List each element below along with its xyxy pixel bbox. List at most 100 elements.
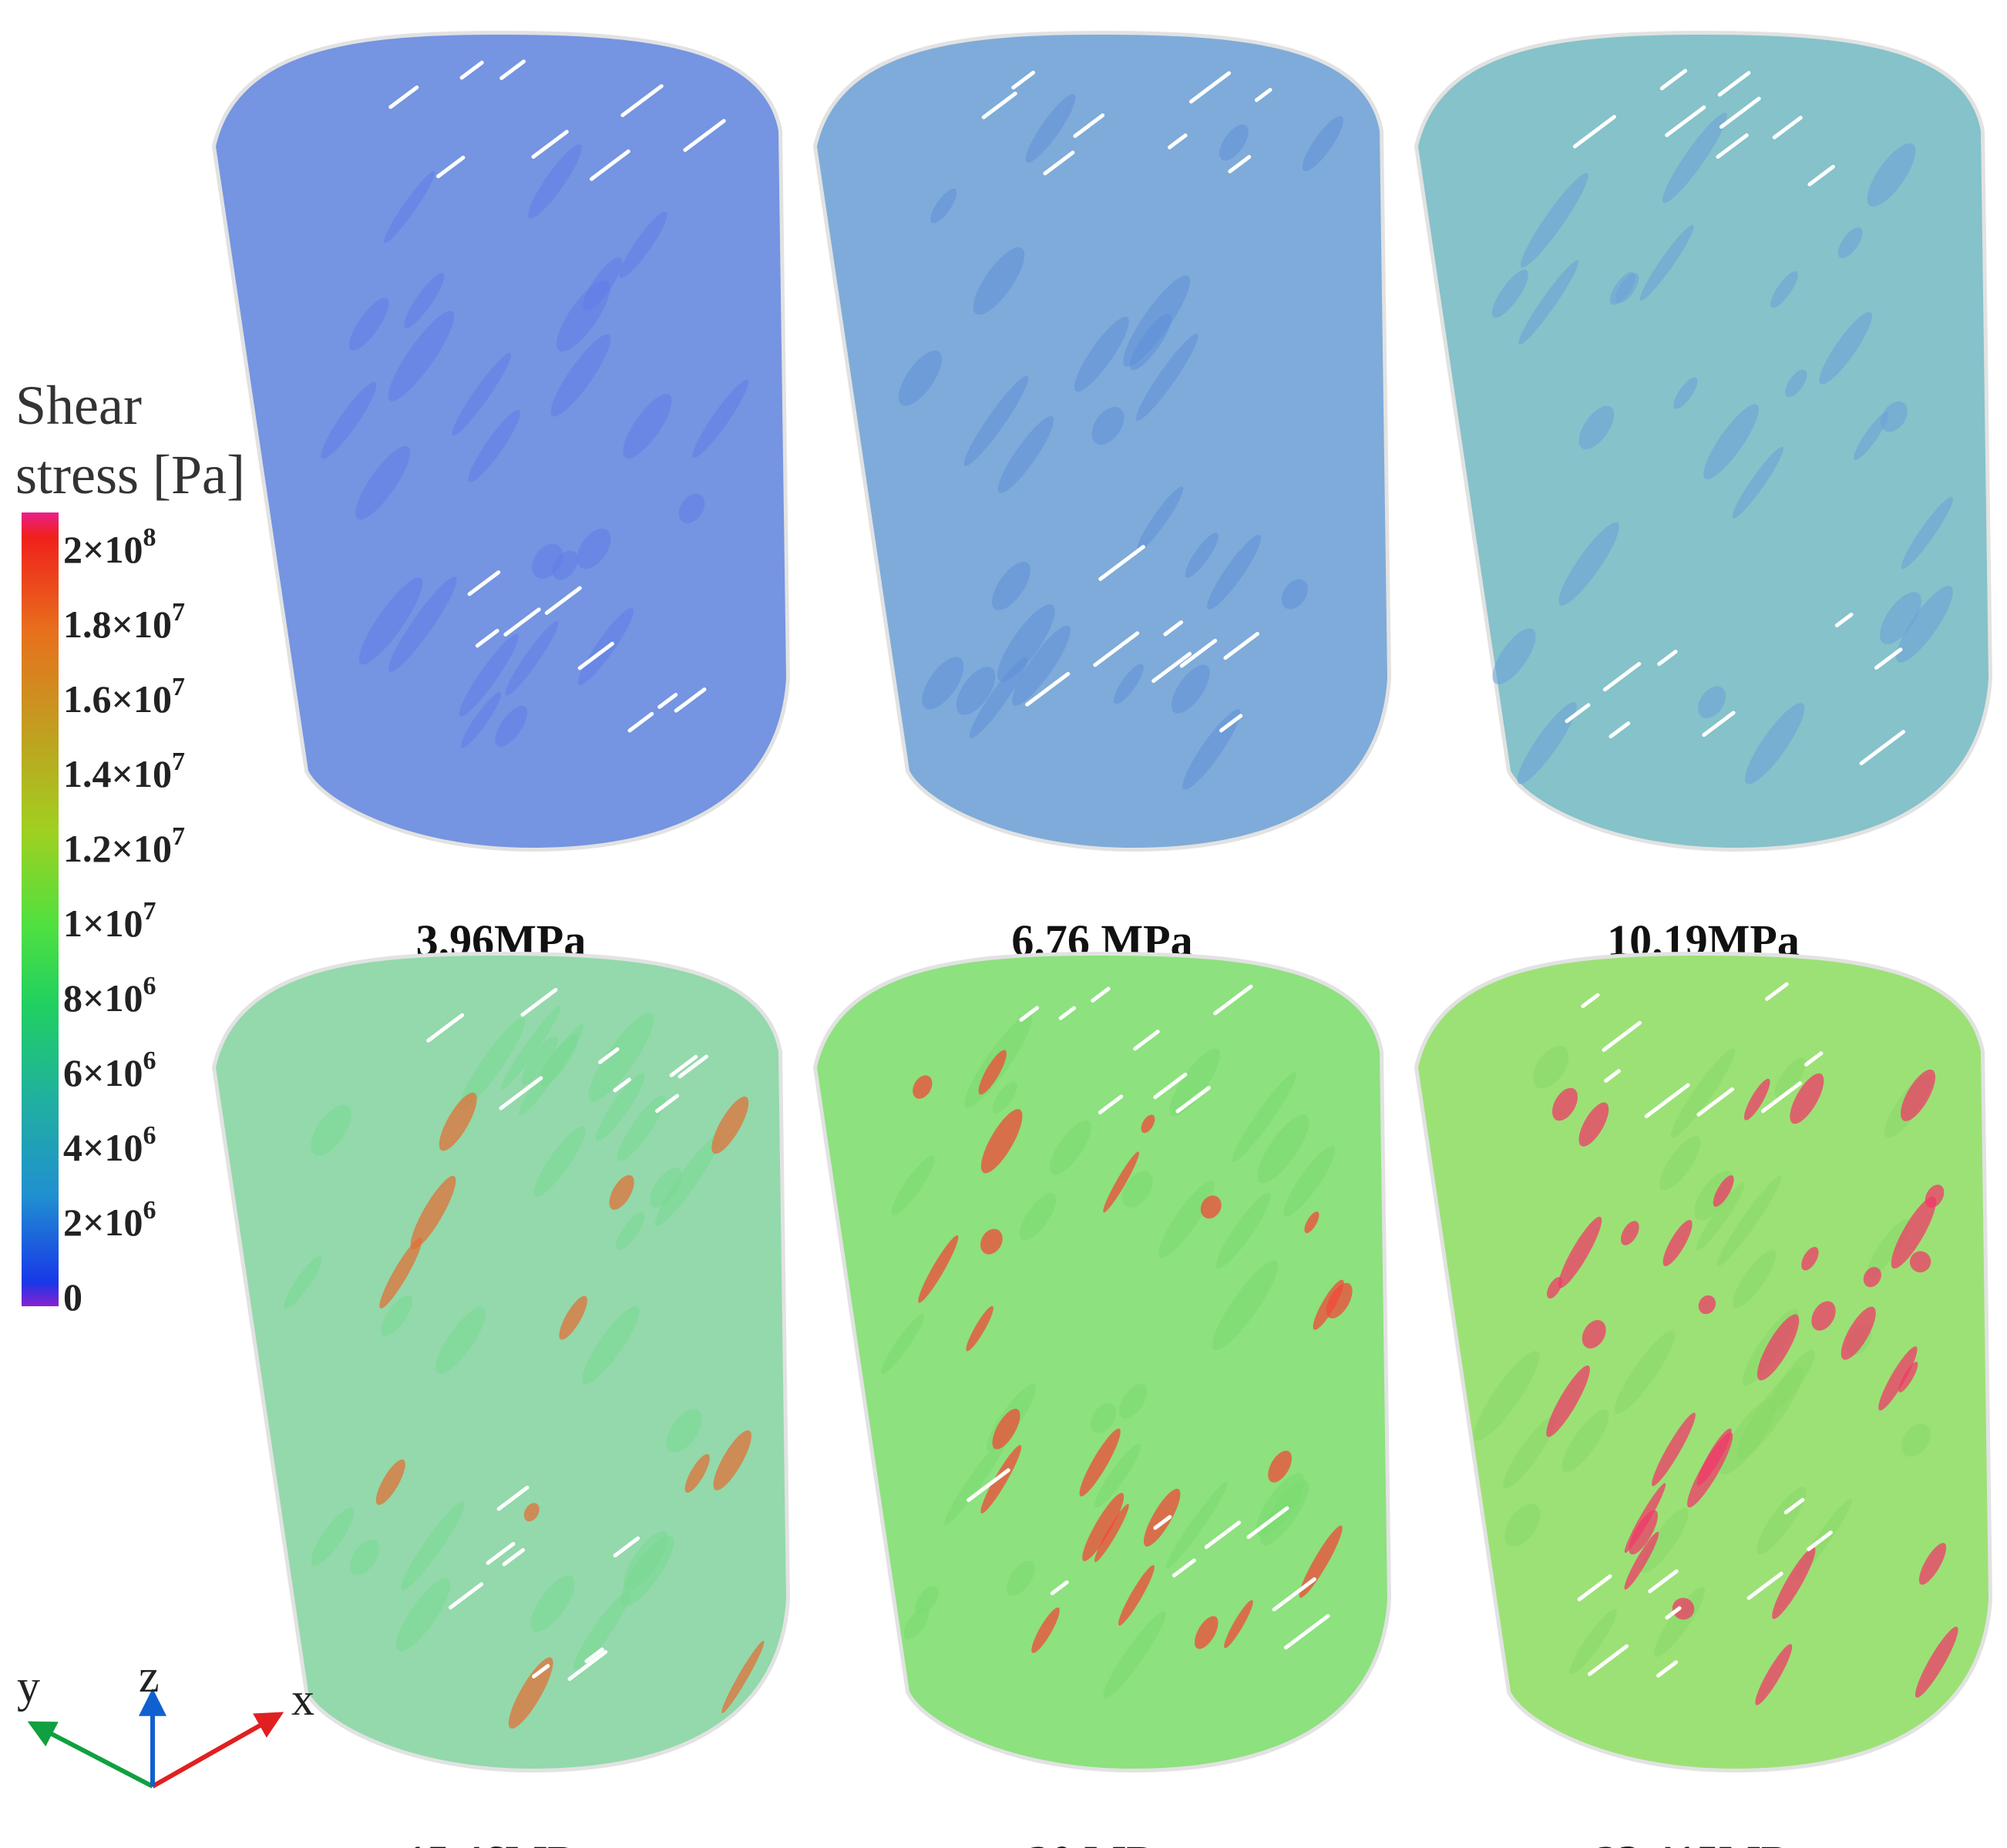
crack-mark (1043, 150, 1075, 176)
crack-mark (1609, 721, 1631, 739)
crack-mark (1213, 984, 1253, 1016)
stress-hotspot (1551, 1087, 1578, 1121)
crack-mark (1246, 1506, 1289, 1539)
texture-streak (956, 667, 996, 715)
texture-streak (903, 1607, 930, 1640)
texture-streak (1113, 664, 1144, 704)
texture-streak (1049, 1120, 1091, 1175)
stress-hotspot (1194, 1616, 1219, 1649)
texture-streak (1673, 377, 1698, 409)
stress-hotspot (1755, 1644, 1793, 1705)
stress-hotspot (1878, 1346, 1918, 1411)
texture-streak (898, 351, 942, 406)
texture-streak (532, 543, 563, 579)
stress-hotspot (1079, 1428, 1121, 1497)
crack-mark (1657, 650, 1678, 667)
colorbar-tick-label: 1.6×107 (63, 673, 185, 721)
crack-mark (590, 149, 630, 181)
texture-streak (620, 1535, 674, 1607)
x-axis-label: x (291, 1674, 314, 1725)
stress-hotspot (978, 1050, 1007, 1095)
texture-streak (915, 1585, 939, 1614)
stress-hotspot (1915, 1626, 1958, 1698)
texture-streak (495, 705, 528, 748)
texture-streak (505, 620, 559, 696)
stress-hotspot (1620, 1221, 1639, 1245)
texture-streak (1696, 1182, 1745, 1251)
texture-streak (1025, 94, 1076, 163)
texture-streak (1901, 496, 1953, 570)
crack-mark (486, 1541, 516, 1565)
texture-streak (395, 1578, 451, 1651)
stress-hotspot (375, 1459, 405, 1505)
texture-streak (1171, 664, 1210, 714)
stress-hotspot (1299, 1525, 1343, 1598)
stress-hotspot (1578, 1102, 1609, 1147)
crack-mark (654, 1094, 680, 1114)
texture-streak (617, 1095, 666, 1161)
texture-streak (650, 1168, 682, 1208)
crack-mark (627, 711, 654, 733)
texture-streak (459, 1017, 526, 1110)
crack-mark (1702, 711, 1736, 738)
crack-mark (981, 91, 1017, 119)
texture-streak (1135, 333, 1198, 422)
texture-streak (1703, 404, 1759, 479)
texture-streak (1757, 1487, 1807, 1554)
texture-streak (530, 1575, 575, 1632)
texture-streak (1716, 1175, 1782, 1267)
crack-mark (1659, 69, 1688, 91)
crack-mark (388, 85, 419, 109)
texture-streak (1769, 1349, 1815, 1413)
texture-streak (528, 144, 582, 219)
texture-streak (1302, 116, 1343, 172)
stress-hotspot (1901, 1069, 1935, 1121)
crack-mark (598, 1047, 620, 1064)
texture-streak (1854, 412, 1889, 460)
panel-label: 20 MPa (1028, 1836, 1176, 1848)
stress-hotspot (1103, 1151, 1139, 1213)
stress-hotspot (439, 1092, 477, 1151)
texture-streak (1837, 227, 1863, 259)
stress-panel: 15.46MPa (211, 951, 791, 1848)
crack-mark (1093, 631, 1140, 667)
texture-streak (1614, 1330, 1676, 1414)
stress-panel: 6.76 MPa (812, 30, 1392, 966)
stress-hotspot (913, 1075, 933, 1099)
texture-streak (692, 379, 749, 459)
texture-streak (997, 416, 1054, 493)
texture-streak (1074, 317, 1129, 392)
stress-hotspot (1898, 1362, 1918, 1393)
texture-streak (1745, 703, 1805, 785)
crack-mark (459, 60, 484, 80)
texture-streak (1123, 275, 1190, 367)
crack-mark (1604, 1069, 1621, 1083)
texture-streak (1185, 533, 1219, 578)
colorbar-tick-label: 1.4×107 (63, 748, 185, 795)
crack-mark (1602, 661, 1642, 692)
texture-streak (1121, 1171, 1153, 1208)
texture-streak (452, 352, 511, 436)
texture-streak (358, 577, 423, 665)
crack-mark (1874, 647, 1903, 670)
stress-hotspot (713, 1430, 751, 1490)
crack-mark (1765, 982, 1789, 1001)
x-axis-arrow (151, 1712, 284, 1789)
stress-hotspot (1652, 1413, 1696, 1487)
stress-hotspot (1662, 1220, 1693, 1266)
stress-hotspot (1841, 1306, 1876, 1360)
crack-mark (620, 84, 664, 118)
texture-streak (1103, 1611, 1166, 1699)
stress-hotspot (1082, 1493, 1125, 1561)
texture-streak (401, 1500, 465, 1591)
texture-streak (461, 692, 502, 748)
texture-streak (992, 1081, 1017, 1114)
crack-mark (502, 1547, 526, 1567)
texture-streak (970, 657, 1028, 738)
texture-streak (350, 1539, 380, 1575)
stress-hotspot (1200, 1195, 1222, 1219)
crack-mark (1283, 1614, 1330, 1650)
crack-mark (1188, 71, 1232, 104)
crack-mark (1834, 612, 1854, 628)
crack-mark (1656, 1660, 1679, 1678)
